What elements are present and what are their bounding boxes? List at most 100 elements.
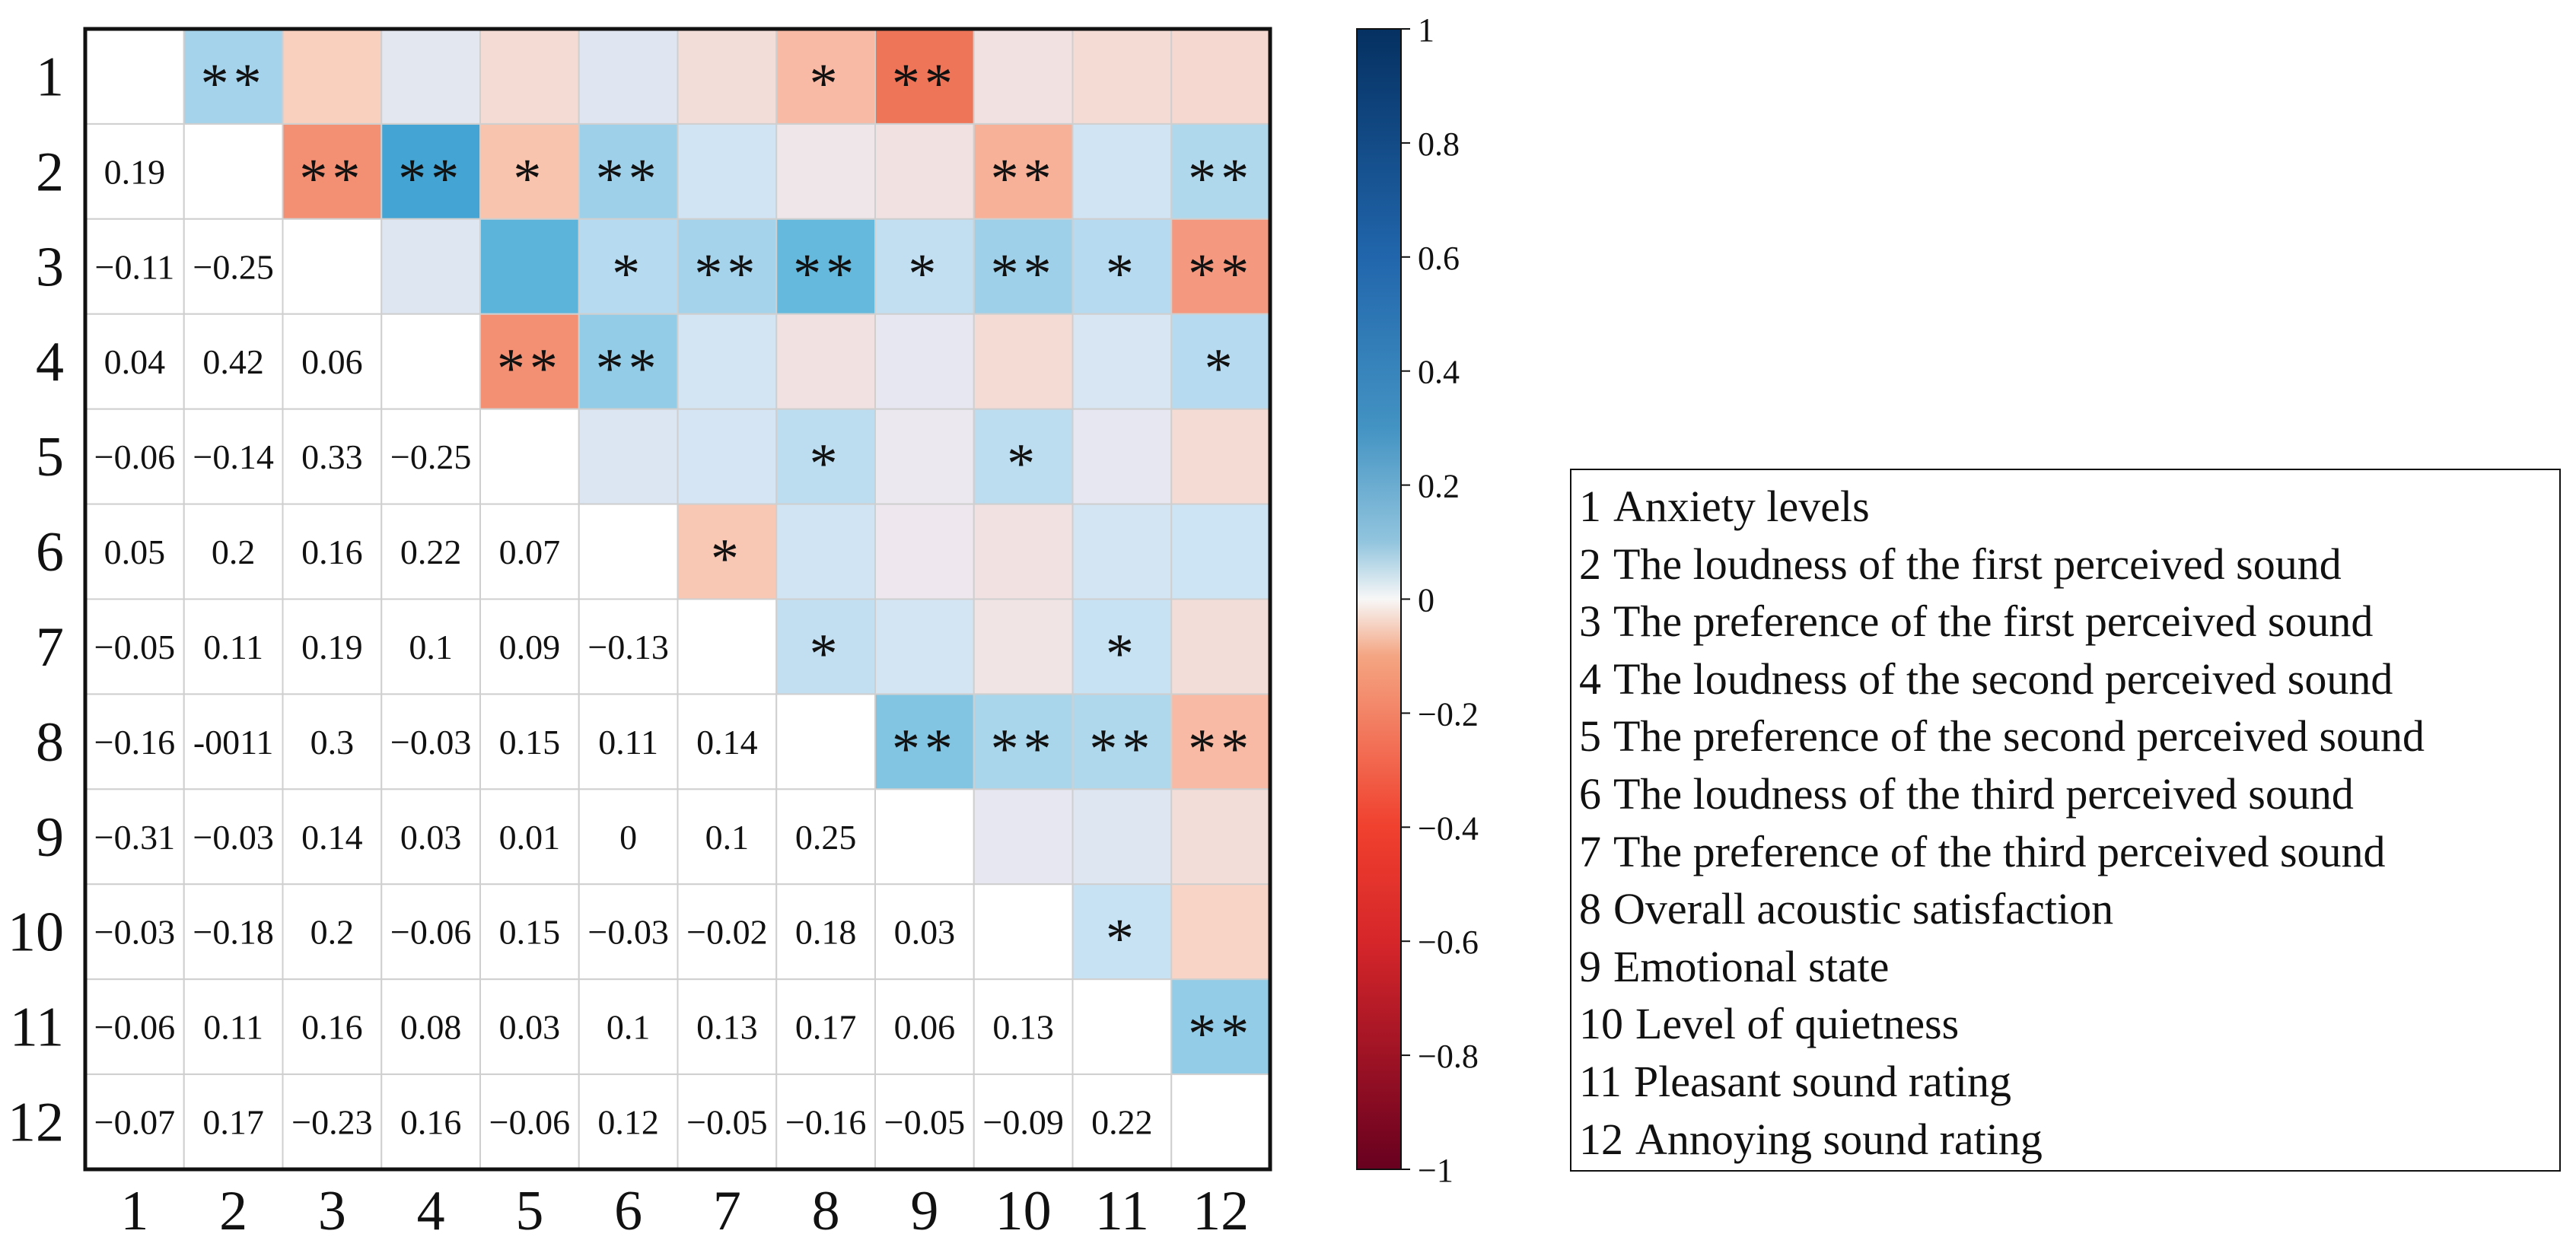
legend-item: 5 The preference of the second perceived … [1579,708,2559,765]
heatmap-cell [1071,788,1173,886]
heatmap-cell [775,122,876,220]
legend-item: 9 Emotional state [1579,938,2559,996]
correlation-value-label: 0.17 [795,1008,857,1047]
heatmap-cell [1071,28,1173,125]
heatmap-cell [381,788,481,886]
legend-item-label: The loudness of the third perceived soun… [1613,768,2354,819]
heatmap-cell [775,883,876,981]
heatmap-cell [183,313,284,410]
heatmap-cell [677,313,778,410]
correlation-value-label: −0.25 [193,247,273,286]
heatmap-cell [677,503,778,600]
heatmap-cell [1170,28,1271,125]
heatmap-cell [677,408,778,505]
significance-marker: * [1106,908,1138,971]
heatmap-cell [578,598,679,695]
heatmap-cell [1071,598,1173,695]
legend-item-number: 1 [1579,482,1601,531]
legend-item-number: 3 [1579,596,1601,647]
y-tick-label: 10 [8,902,64,964]
colorbar-tick-label: 0.4 [1418,354,1460,391]
x-tick-label: 2 [219,1180,247,1242]
heatmap-cell [1170,408,1271,505]
heatmap-cell [479,28,580,125]
legend-item-number: 12 [1579,1114,1623,1164]
heatmap-cell [677,28,778,125]
heatmap-cell [973,598,1074,695]
heatmap-cell [1170,313,1271,410]
legend-item-label: Pleasant sound rating [1633,1056,2012,1106]
heatmap-cell [578,503,679,600]
heatmap-cell [1071,1073,1173,1171]
correlation-value-label: 0.25 [795,818,857,857]
heatmap-cell [282,218,383,315]
heatmap-cell [578,28,679,125]
heatmap-cell [578,1073,679,1171]
x-tick-label: 3 [318,1180,346,1242]
correlation-value-label: −0.11 [95,247,175,286]
correlation-value-label: 0.17 [202,1103,264,1142]
heatmap-cell [973,28,1074,125]
heatmap-cell [1170,693,1271,790]
heatmap-cell [381,883,481,981]
legend-item-number: 5 [1579,711,1601,762]
significance-marker: * [1205,338,1237,400]
y-tick-label: 9 [36,806,64,869]
heatmap-cell [1071,503,1173,600]
legend-item: 2 The loudness of the first perceived sou… [1579,536,2559,593]
correlation-value-label: 0.18 [795,913,857,952]
heatmap-cell [183,1073,284,1171]
heatmap-cell [1071,313,1173,410]
correlation-value-label: −0.03 [193,818,273,857]
heatmap-cell [1071,693,1173,790]
heatmap-cell [84,788,185,886]
heatmap-cell [183,122,284,220]
legend-item: 4 The loudness of the second perceived so… [1579,650,2559,708]
heatmap-cell [1071,883,1173,981]
heatmap-cell [381,218,481,315]
legend-item-number: 7 [1579,826,1601,876]
significance-marker: ** [1188,148,1253,210]
heatmap-cell [1170,788,1271,886]
heatmap-cell [183,408,284,505]
heatmap-cell [183,598,284,695]
colorbar-tick-label: 0.6 [1418,240,1460,277]
y-tick-label: 4 [36,331,64,393]
significance-marker: * [612,243,645,305]
heatmap-cell [874,978,975,1076]
correlation-value-label: 0.16 [301,1008,363,1047]
heatmap-cell [677,978,778,1076]
correlation-value-label: −0.02 [686,913,767,952]
colorbar-tick-label: −0.4 [1418,809,1479,847]
heatmap-cell [973,313,1074,410]
significance-marker: ** [694,243,759,305]
correlation-value-label: 0.15 [499,913,561,952]
heatmap-cell [381,693,481,790]
heatmap-cell [775,693,876,790]
x-tick-label: 7 [713,1180,741,1242]
heatmap-cell [677,693,778,790]
legend-item-label: Emotional state [1613,941,1890,991]
correlation-value-label: −0.05 [686,1103,767,1142]
correlation-value-label: −0.03 [587,913,668,952]
heatmap-cell [874,598,975,695]
heatmap-cell [282,28,383,125]
correlation-value-label: 0.13 [696,1008,758,1047]
correlation-value-label: −0.18 [193,913,273,952]
legend-item-label: The loudness of the first perceived soun… [1613,539,2342,589]
significance-marker: ** [1188,1003,1253,1066]
legend-item-number: 8 [1579,884,1601,934]
heatmap-cell [479,598,580,695]
significance-marker: ** [596,148,661,210]
significance-marker: * [810,433,842,495]
correlation-value-label: 0.42 [202,342,264,381]
significance-marker: ** [497,338,562,400]
heatmap-cell [479,693,580,790]
correlation-value-label: −0.06 [94,1008,175,1047]
correlation-value-label: 0.07 [499,533,561,571]
legend-item-number: 10 [1579,999,1623,1049]
heatmap-cell [775,978,876,1076]
heatmap-cell [381,978,481,1076]
heatmap-cell [282,693,383,790]
correlation-value-label: 0.03 [400,818,462,857]
